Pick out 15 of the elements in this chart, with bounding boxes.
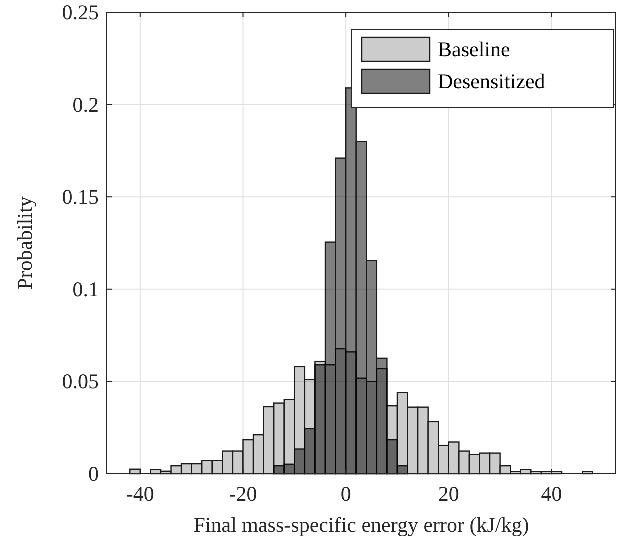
x-tick-label: -40	[126, 482, 154, 506]
legend-label: Desensitized	[438, 70, 546, 94]
y-tick-label: 0.25	[62, 0, 99, 24]
y-tick-label: 0	[88, 462, 99, 486]
y-axis-title: Probability	[13, 196, 37, 290]
y-tick-label: 0.15	[62, 185, 99, 210]
x-tick-label: -20	[229, 482, 258, 506]
y-tick-label: 0.05	[62, 370, 99, 394]
y-tick-label: 0.2	[72, 92, 99, 117]
y-tick-label: 0.1	[72, 277, 99, 302]
x-tick-label: 40	[541, 482, 562, 506]
legend-label: Baseline	[438, 38, 510, 62]
x-tick-label: 20	[438, 482, 460, 506]
x-axis-title: Final mass-specific energy error (kJ/kg)	[194, 513, 530, 537]
x-tick-label: 0	[340, 482, 352, 506]
